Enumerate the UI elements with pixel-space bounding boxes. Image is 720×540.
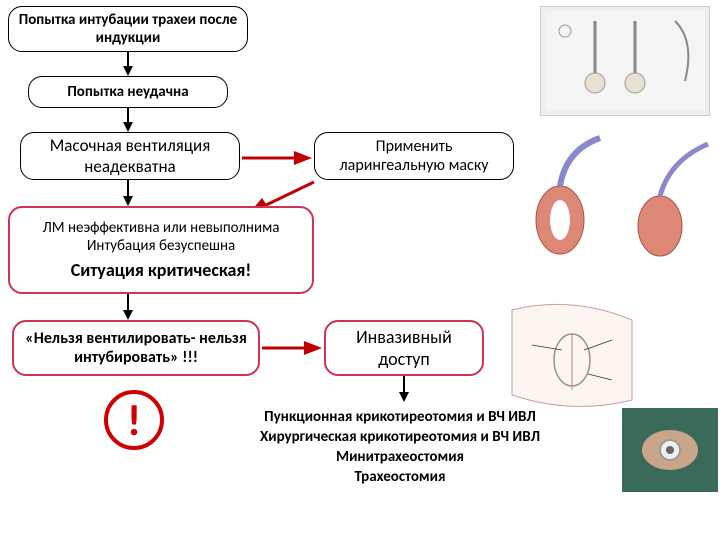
arrow-right-to-lma: [242, 148, 312, 168]
text: Масочная вентиляция неадекватна: [29, 135, 231, 177]
excl-glyph: !: [127, 398, 141, 442]
step-mask-inadequate: Масочная вентиляция неадекватна: [20, 132, 240, 180]
arrow-down-3: [120, 180, 136, 206]
text-l1: Инвазивный: [356, 326, 452, 348]
anat-svg: [492, 300, 652, 410]
image-laryngeal-masks: [510, 130, 718, 270]
text-line2: Интубация безуспешна: [87, 237, 235, 255]
arrow-down-5: [396, 376, 412, 402]
text-l2: доступ: [378, 348, 429, 370]
arrow-down-4: [120, 294, 136, 320]
text: Попытка неудачна: [67, 83, 188, 101]
image-anatomy-diagram: [492, 300, 652, 410]
option-3: Минитрахеостомия: [180, 448, 620, 466]
step-critical-situation: ЛМ неэффективна или невыполнима Интубаци…: [8, 206, 314, 294]
text: Попытка интубации трахеи после индукции: [17, 11, 239, 47]
step-cicv: «Нельзя вентилировать- нельзя интубирова…: [12, 320, 260, 376]
arrow-down-1: [120, 52, 136, 76]
text: Применить ларингеальную маску: [323, 137, 505, 175]
arrow-right-to-invasive: [262, 338, 322, 358]
image-surgery-photo: [622, 408, 718, 492]
step-invasive-access: Инвазивный доступ: [324, 320, 484, 376]
option-4: Трахеостомия: [180, 468, 620, 486]
surg-svg: [622, 408, 718, 492]
text-line1: ЛМ неэффективна или невыполнима: [43, 219, 280, 237]
tools-svg: [545, 11, 705, 111]
lma-svg: [510, 130, 718, 270]
arrow-down-2: [120, 108, 136, 132]
image-laryngoscope-tools: [540, 6, 710, 116]
step-apply-lma: Применить ларингеальную маску: [314, 132, 514, 180]
option-1: Пункционная крикотиреотомия и ВЧ ИВЛ: [180, 408, 620, 426]
exclamation-icon: !: [104, 390, 164, 450]
text-critical: Ситуация критическая!: [71, 259, 252, 281]
invasive-options-list: Пункционная крикотиреотомия и ВЧ ИВЛ Хир…: [180, 406, 620, 488]
step-intubation-attempt: Попытка интубации трахеи после индукции: [8, 6, 248, 52]
step-attempt-failed: Попытка неудачна: [28, 76, 228, 108]
text: «Нельзя вентилировать- нельзя интубирова…: [22, 329, 250, 367]
option-2: Хирургическая крикотиреотомия и ВЧ ИВЛ: [180, 428, 620, 446]
